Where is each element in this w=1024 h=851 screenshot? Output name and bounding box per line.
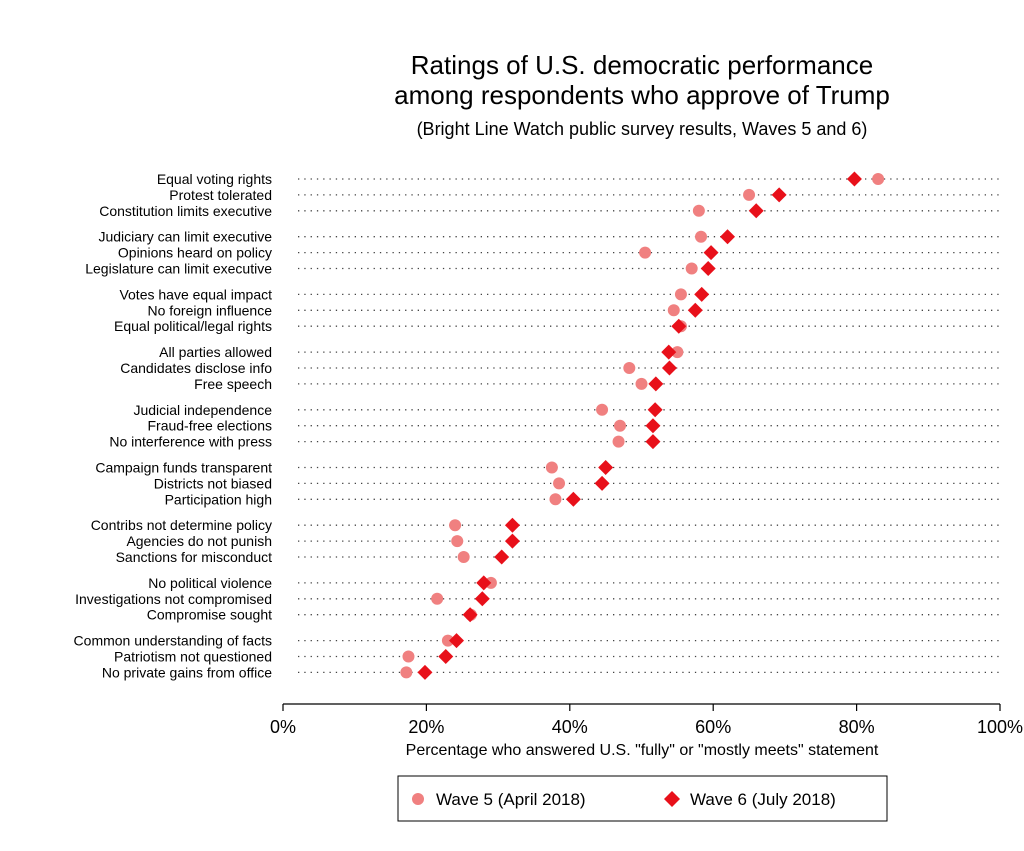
category-label: No political violence [148,575,272,591]
wave6-point [703,245,719,261]
x-tick-label: 40% [552,717,588,737]
category-label: Equal political/legal rights [114,318,272,334]
wave6-point [494,549,510,565]
wave5-point [612,435,625,448]
legend-wave6-marker [664,791,680,807]
wave5-point [553,477,566,490]
category-label: Participation high [165,491,272,507]
wave6-point [671,318,687,334]
category-label: Free speech [194,376,272,392]
wave6-point [661,344,677,360]
category-label: Opinions heard on policy [118,245,272,261]
wave6-point [846,171,862,187]
wave6-point [720,229,736,245]
category-label: All parties allowed [159,344,272,360]
wave5-point [639,246,652,259]
wave6-point [647,402,663,418]
category-label: Votes have equal impact [119,286,272,302]
wave6-point [598,460,614,475]
legend-box [397,775,888,822]
wave5-point [667,304,680,317]
wave5-point [671,346,684,359]
wave6-point [700,261,716,276]
wave5-point [872,173,885,185]
x-axis-title: Percentage who answered U.S. "fully" or … [406,742,879,759]
wave5-point [545,461,558,474]
wave6-point [687,302,703,318]
category-label: Candidates disclose info [120,360,272,376]
wave5-point [623,362,636,374]
data-markers [400,171,885,680]
wave5-point [674,288,687,301]
chart-subtitle: (Bright Line Watch public survey results… [417,119,868,139]
category-label: Common understanding of facts [74,633,272,649]
category-label: Judicial independence [133,402,272,418]
wave6-point [438,649,454,664]
wave6-point [504,533,520,549]
category-label: Compromise sought [147,607,272,623]
wave5-point [449,519,462,532]
wave6-point [645,434,661,450]
x-tick-label: 100% [977,717,1023,737]
category-label: Investigations not compromised [75,591,272,607]
wave6-point [474,591,490,607]
chart-title-line-2: among respondents who approve of Trump [394,80,890,110]
wave6-point [645,418,661,434]
wave6-point [694,286,710,302]
wave5-point [402,650,415,663]
wave5-point [441,634,454,647]
category-label: Constitution limits executive [99,203,272,219]
category-label: Agencies do not punish [126,533,272,549]
category-label: Fraud-free elections [147,418,272,434]
wave5-point [596,403,609,416]
category-label: No foreign influence [147,302,272,318]
wave5-point [451,535,464,548]
wave6-point [476,575,492,591]
wave5-point [549,493,562,506]
wave6-point [565,491,581,507]
wave5-point [613,419,626,432]
category-label: Contribs not determine policy [91,517,272,533]
x-tick-label: 20% [408,717,444,737]
wave6-point [648,376,664,392]
wave5-point [685,262,698,275]
x-tick-label: 0% [270,717,296,737]
wave5-point [692,204,705,217]
wave6-point [594,475,610,491]
wave6-point [771,187,787,203]
legend-wave5-marker [412,793,424,805]
wave6-point [417,664,433,680]
x-tick-label: 60% [695,717,731,737]
category-label: Sanctions for misconduct [116,549,273,565]
wave6-point [449,633,465,649]
category-label: No private gains from office [102,664,272,680]
category-label: Judiciary can limit executive [98,229,272,245]
wave5-point [695,230,708,243]
category-label: No interference with press [109,434,272,450]
chart-title-line-1: Ratings of U.S. democratic performance [411,50,873,80]
wave5-point [743,188,756,201]
category-label: Protest tolerated [169,187,272,203]
legend: Wave 5 (April 2018) Wave 6 (July 2018) [397,775,888,822]
x-tick-label: 80% [839,717,875,737]
category-label: Equal voting rights [157,171,272,187]
wave5-point [457,551,470,563]
wave5-point [431,592,444,605]
wave6-point [661,360,677,376]
legend-wave6-label: Wave 6 (July 2018) [690,790,836,809]
wave5-point [635,377,648,390]
category-label: Patriotism not questioned [114,649,272,665]
wave6-point [462,607,478,623]
x-axis-ticks: 0% 20% 40% 60% 80% 100% [270,704,1023,737]
category-label: Districts not biased [154,475,272,491]
category-label: Campaign funds transparent [95,460,272,476]
wave6-point [748,203,764,219]
category-label: Legislature can limit executive [85,261,272,277]
legend-wave5-label: Wave 5 (April 2018) [436,790,586,809]
wave6-point [504,517,520,533]
wave5-point [400,666,413,679]
